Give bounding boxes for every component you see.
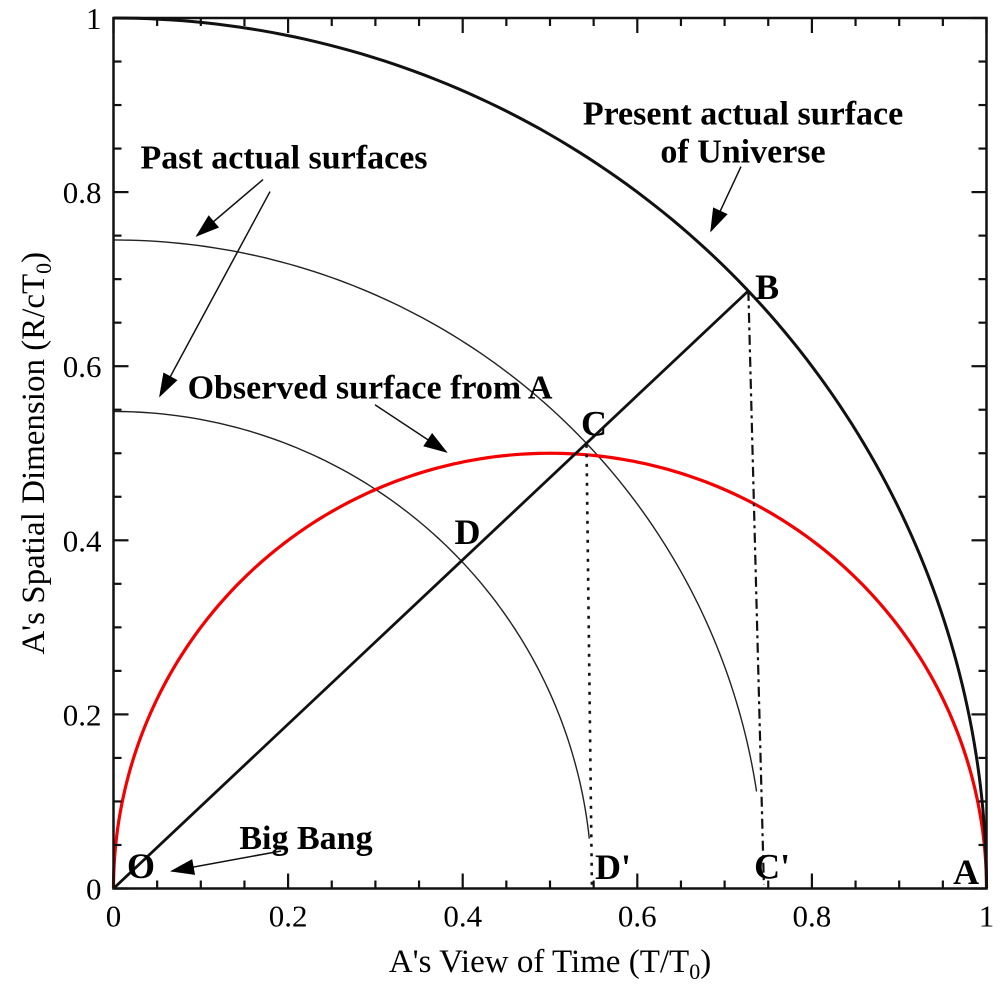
x-tick-label-1: 1 — [979, 899, 995, 934]
point-label-D: D — [455, 512, 481, 552]
curve-sight-line-O-B — [112, 289, 750, 890]
present-actual-surface-label-line1: Present actual surface — [583, 96, 903, 133]
x-tick-label-0: 0 — [106, 899, 122, 934]
curve-past-actual-surface-inner — [113, 410, 590, 839]
y-tick-label-0.8: 0.8 — [63, 175, 102, 210]
x-axis-label: A's View of Time (T/T0) — [389, 944, 711, 984]
y-tick-label-0.4: 0.4 — [63, 523, 102, 558]
x-tick-label-0.2: 0.2 — [269, 899, 308, 934]
x-tick-label-0.8: 0.8 — [793, 899, 832, 934]
y-tick-label-0.6: 0.6 — [63, 349, 102, 384]
point-label-C: C — [581, 404, 607, 444]
point-label-B: B — [755, 267, 779, 307]
point-label-O: O — [127, 846, 155, 886]
curve-observed-surface-from-A — [111, 451, 989, 889]
y-tick-label-1: 1 — [86, 1, 102, 36]
big-bang-label-arrow-1 — [170, 850, 282, 875]
x-tick-label-0.6: 0.6 — [618, 899, 657, 934]
point-label-C-prime: C' — [754, 846, 790, 886]
curve-present-actual-surface — [113, 16, 988, 889]
observed-surface-label: Observed surface from A — [188, 370, 553, 407]
y-axis-label: A's Spatial Dimension (R/cT0) — [16, 252, 56, 655]
past-actual-surfaces-label: Past actual surfaces — [140, 140, 427, 177]
observed-surface-label-arrow-1 — [374, 404, 448, 453]
big-bang-label: Big Bang — [239, 820, 372, 857]
past-actual-surfaces-label-arrow-1 — [195, 178, 264, 237]
x-tick-label-0.4: 0.4 — [443, 899, 482, 934]
past-actual-surfaces-label-arrow-2 — [159, 191, 271, 398]
y-tick-label-0.2: 0.2 — [63, 697, 102, 732]
y-tick-label-0: 0 — [86, 872, 102, 907]
present-actual-surface-label-arrow-1 — [710, 166, 742, 233]
curve-drop-line-B-Cprime — [747, 290, 765, 886]
point-label-D-prime: D' — [595, 847, 631, 887]
present-actual-surface-label-line2: of Universe — [660, 134, 825, 171]
point-label-A: A — [953, 852, 979, 892]
curve-drop-line-C-Dprime — [585, 443, 594, 886]
curve-past-actual-surface-outer — [113, 239, 758, 792]
